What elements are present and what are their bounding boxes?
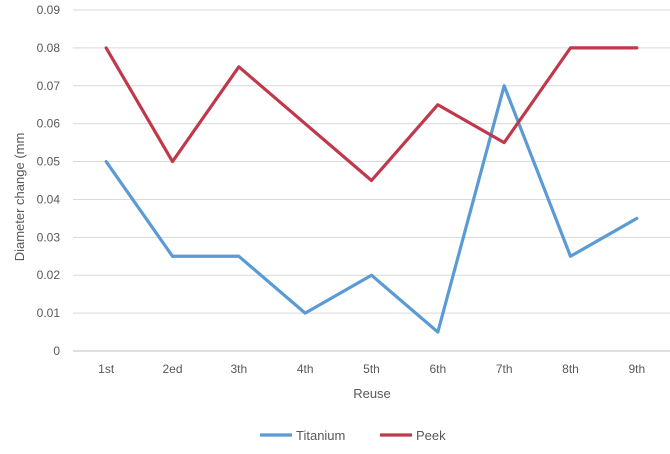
y-tick-label: 0.05	[37, 155, 61, 169]
y-tick-label: 0.07	[37, 79, 61, 93]
x-tick-label: 8th	[562, 362, 579, 376]
y-tick-label: 0.09	[37, 3, 61, 17]
x-tick-label: 1st	[98, 362, 115, 376]
legend-label-titanium: Titanium	[296, 428, 345, 443]
legend-label-peek: Peek	[416, 428, 446, 443]
y-tick-label: 0.01	[37, 306, 61, 320]
y-axis-tick-labels: 0 0.01 0.02 0.03 0.04 0.05 0.06 0.07 0.08 0.09	[37, 3, 61, 358]
x-tick-label: 6th	[429, 362, 446, 376]
x-axis-title: Reuse	[353, 386, 391, 401]
y-tick-label: 0.02	[37, 268, 61, 282]
x-tick-label: 7th	[496, 362, 513, 376]
y-tick-label: 0	[53, 344, 60, 358]
series-line-titanium	[104, 84, 639, 334]
y-tick-label: 0.08	[37, 41, 61, 55]
x-tick-label: 4th	[297, 362, 314, 376]
series-lines	[104, 46, 639, 334]
y-tick-label: 0.06	[37, 117, 61, 131]
x-tick-label: 3th	[230, 362, 247, 376]
legend: Titanium Peek	[260, 428, 446, 443]
y-tick-label: 0.03	[37, 230, 61, 244]
y-axis-title: Diameter change (mm	[12, 133, 27, 262]
x-tick-label: 9th	[628, 362, 645, 376]
x-tick-label: 2ed	[162, 362, 182, 376]
x-tick-label: 5th	[363, 362, 380, 376]
y-tick-label: 0.04	[37, 192, 61, 206]
series-line-peek	[104, 46, 639, 183]
x-axis-tick-labels: 1st 2ed 3th 4th 5th 6th 7th 8th 9th	[98, 362, 645, 376]
